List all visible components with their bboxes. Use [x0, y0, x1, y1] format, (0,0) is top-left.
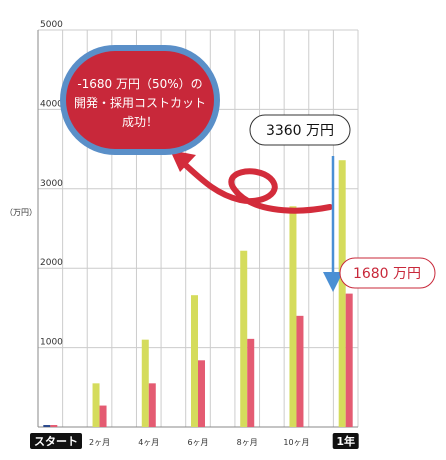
bubble-text-line3: 成功！: [122, 115, 158, 129]
red-arrow-head: [170, 150, 196, 172]
x-label-badge: [332, 433, 359, 449]
bar-series-1: [92, 383, 100, 427]
bar-series-1: [289, 206, 297, 427]
bubble-body: [66, 51, 214, 149]
x-tick-label: 10ヶ月: [283, 438, 309, 447]
bar-series-2: [198, 360, 205, 427]
x-tick-label: 4ヶ月: [138, 438, 159, 447]
bar-series-2: [345, 293, 353, 427]
bar-series-2: [99, 405, 107, 427]
callout-top-box: [249, 114, 351, 146]
bar-series-2: [50, 425, 58, 427]
callout-bottom-box: [339, 257, 436, 289]
bar-series-1: [240, 250, 248, 427]
x-tick-label: 8ヶ月: [237, 438, 258, 447]
x-tick-label: スタート: [34, 435, 78, 448]
axes: 1000 2000 3000 4000 5000: [37, 20, 358, 428]
callout-bottom-label: 1680 万円: [353, 266, 421, 282]
x-label-badge: [30, 433, 82, 449]
bars: [43, 160, 353, 427]
y-axis-label: （万円）: [5, 208, 37, 217]
bar-series-1: [191, 295, 198, 427]
bar-series-1: [338, 160, 346, 427]
bar-series-1: [43, 425, 51, 427]
x-tick-label: 2ヶ月: [89, 438, 110, 447]
bubble-text-line1: -1680 万円（50%）の: [77, 77, 202, 91]
bar-series-2: [296, 315, 304, 427]
y-tick-label: 2000: [40, 258, 63, 268]
x-tick-labels: スタート 2ヶ月 4ヶ月 6ヶ月 8ヶ月 10ヶ月 1年: [30, 433, 359, 449]
bubble-text-line2: 開発・採用コストカット: [74, 96, 206, 110]
bar-series-2: [247, 338, 255, 427]
bar-series-1: [141, 339, 149, 427]
x-tick-label: 6ヶ月: [187, 438, 208, 447]
y-tick-label: 3000: [40, 179, 63, 189]
y-tick-label: 4000: [40, 99, 63, 109]
x-tick-label: 1年: [336, 434, 355, 448]
red-curly-arrow: [177, 157, 333, 214]
y-tick-label: 1000: [40, 338, 63, 348]
callout-top-label: 3360 万円: [266, 123, 334, 139]
y-tick-label: 5000: [40, 20, 63, 30]
bar-series-2: [148, 383, 156, 427]
